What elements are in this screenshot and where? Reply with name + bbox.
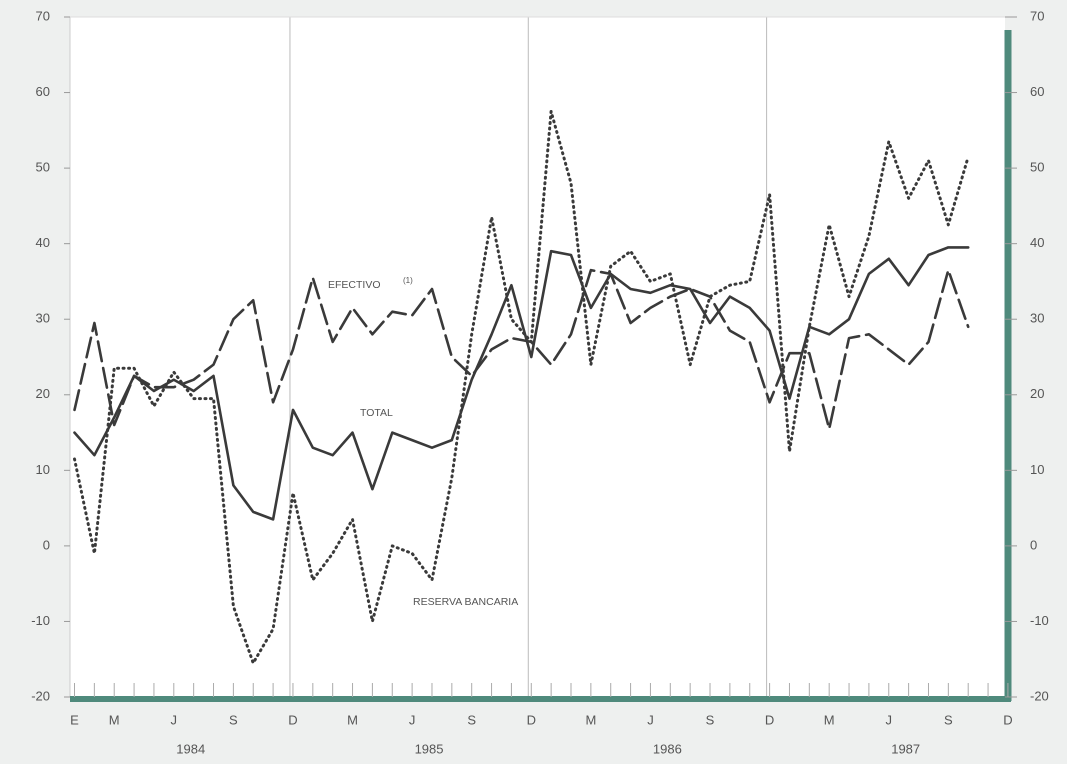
y-tick-label: 30	[36, 311, 50, 326]
annotation: (1)	[403, 276, 413, 285]
y-tick-label-right: 10	[1030, 462, 1044, 477]
y-tick-label: 60	[36, 84, 50, 99]
x-tick-label: M	[585, 712, 596, 727]
annotation: RESERVA BANCARIA	[413, 596, 518, 608]
plot-area	[70, 17, 1005, 697]
x-tick-label: M	[347, 712, 358, 727]
y-tick-label-right: 50	[1030, 160, 1044, 175]
y-tick-label-right: -10	[1030, 613, 1049, 628]
x-tick-label: J	[171, 712, 178, 727]
y-tick-label-right: 30	[1030, 311, 1044, 326]
y-tick-label: 50	[36, 160, 50, 175]
x-tick-label: S	[944, 712, 953, 727]
series-line	[73, 246, 970, 521]
y-tick-label: -20	[31, 688, 50, 703]
y-tick-label-right: -20	[1030, 688, 1049, 703]
x-tick-label: D	[1003, 712, 1012, 727]
y-tick-label: 0	[43, 537, 50, 552]
year-label: 1984	[176, 741, 205, 756]
y-tick-label-right: 40	[1030, 235, 1044, 250]
x-tick-label: E	[70, 712, 79, 727]
x-tick-label: J	[886, 712, 893, 727]
y-tick-label: -10	[31, 613, 50, 628]
annotation: TOTAL	[360, 407, 393, 419]
series-line	[73, 268, 970, 431]
y-tick-label: 40	[36, 235, 50, 250]
y-tick-label-right: 0	[1030, 537, 1037, 552]
x-tick-label: J	[647, 712, 654, 727]
x-tick-label: D	[765, 712, 774, 727]
year-label: 1986	[653, 741, 682, 756]
year-label: 1985	[415, 741, 444, 756]
x-tick-label: J	[409, 712, 416, 727]
y-tick-label: 70	[36, 8, 50, 23]
y-tick-label: 10	[36, 462, 50, 477]
y-tick-label-right: 70	[1030, 8, 1044, 23]
annotation: EFECTIVO	[328, 279, 381, 291]
series-line	[73, 109, 970, 665]
y-tick-label-right: 60	[1030, 84, 1044, 99]
year-label: 1987	[891, 741, 920, 756]
x-tick-label: S	[229, 712, 238, 727]
x-tick-label: M	[109, 712, 120, 727]
x-tick-label: S	[706, 712, 715, 727]
x-tick-label: D	[288, 712, 297, 727]
x-tick-label: S	[467, 712, 476, 727]
x-tick-label: D	[527, 712, 536, 727]
y-tick-label-right: 20	[1030, 386, 1044, 401]
x-tick-label: M	[824, 712, 835, 727]
y-tick-label: 20	[36, 386, 50, 401]
